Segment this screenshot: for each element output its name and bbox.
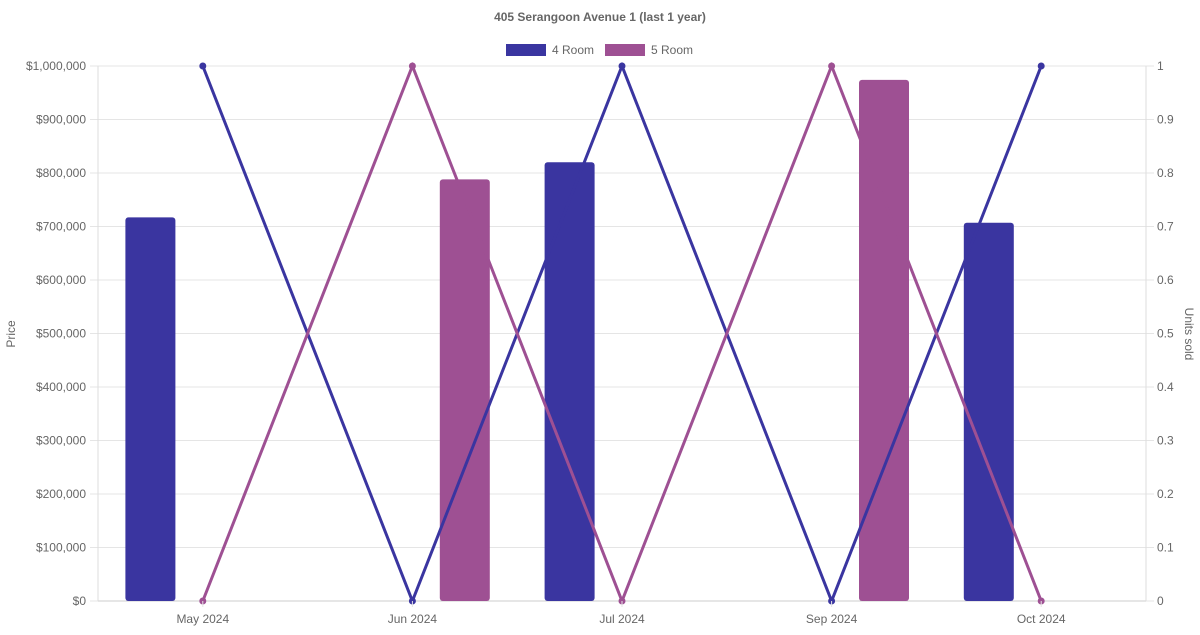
point-4-room	[618, 62, 626, 70]
y2-tick-label: 1	[1157, 59, 1164, 73]
legend-label: 5 Room	[651, 43, 693, 57]
legend-item[interactable]: 5 Room	[605, 43, 693, 57]
point-5-room	[408, 62, 416, 70]
chart-title: 405 Serangoon Avenue 1 (last 1 year)	[494, 10, 706, 24]
y2-tick-label: 0.7	[1157, 220, 1174, 234]
bar-4-room	[963, 222, 1014, 601]
y2-axis-label: Units sold	[1182, 308, 1196, 361]
y-tick-label: $0	[73, 594, 87, 608]
axes: $0 $100,000 $200,000 $300,000 $400,000 $500,0…	[26, 59, 1174, 626]
x-tick-label: Jun 2024	[388, 612, 438, 626]
y2-tick-label: 0.1	[1157, 541, 1174, 555]
point-4-room	[199, 62, 207, 70]
y2-tick-label: 0.4	[1157, 380, 1174, 394]
x-tick-label: May 2024	[176, 612, 229, 626]
y2-tick-label: 0.9	[1157, 113, 1174, 127]
bar-4-room	[125, 217, 176, 601]
y-tick-label: $300,000	[36, 434, 86, 448]
y2-tick-label: 0	[1157, 594, 1164, 608]
bar-4-room	[544, 162, 595, 602]
y-tick-label: $500,000	[36, 327, 86, 341]
y2-tick-label: 0.8	[1157, 166, 1174, 180]
legend-swatch	[506, 44, 546, 56]
y2-tick-label: 0.2	[1157, 487, 1174, 501]
y-tick-label: $800,000	[36, 166, 86, 180]
point-5-room	[828, 62, 836, 70]
point-4-room	[1037, 62, 1045, 70]
y-tick-label: $1,000,000	[26, 59, 86, 73]
y-tick-label: $700,000	[36, 220, 86, 234]
gridlines	[98, 65, 1146, 602]
y-tick-label: $400,000	[36, 380, 86, 394]
x-tick-label: Sep 2024	[806, 612, 858, 626]
bar-5-room	[859, 79, 909, 601]
legend[interactable]: 4 Room 5 Room	[506, 43, 693, 57]
x-tick-label: Oct 2024	[1017, 612, 1066, 626]
y-axis-label: Price	[4, 320, 18, 348]
y2-tick-label: 0.5	[1157, 327, 1174, 341]
legend-swatch	[605, 44, 645, 56]
y-tick-label: $100,000	[36, 541, 86, 555]
y-tick-label: $900,000	[36, 113, 86, 127]
y2-tick-label: 0.6	[1157, 273, 1174, 287]
y-tick-label: $600,000	[36, 273, 86, 287]
y2-tick-label: 0.3	[1157, 434, 1174, 448]
y-tick-label: $200,000	[36, 487, 86, 501]
legend-label: 4 Room	[552, 43, 594, 57]
legend-item[interactable]: 4 Room	[506, 43, 594, 57]
bars	[125, 79, 1014, 602]
x-tick-label: Jul 2024	[599, 612, 645, 626]
